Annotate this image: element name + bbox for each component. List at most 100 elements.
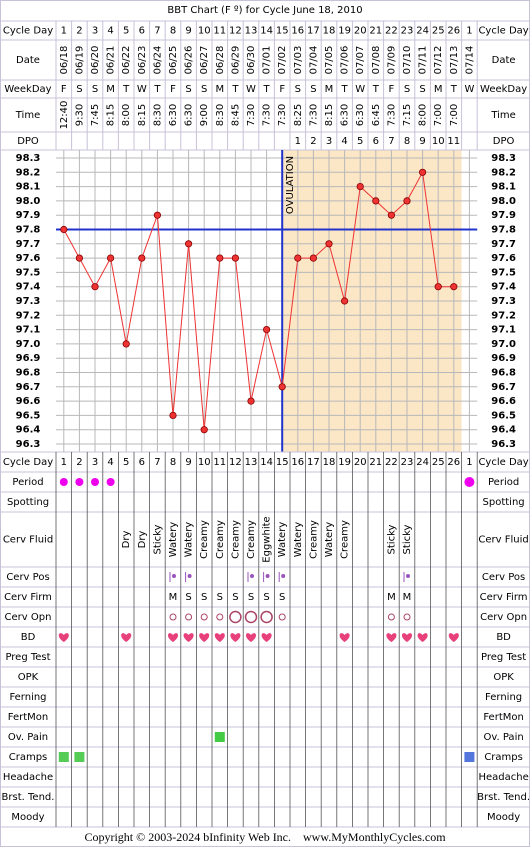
cycle-day: 23 xyxy=(401,457,414,468)
row-label: Ferning xyxy=(9,692,46,703)
cycle-day: 9 xyxy=(185,457,191,468)
y-tick-label: 97.7 xyxy=(491,239,516,250)
times: 6:30 xyxy=(340,104,351,126)
dates: 06/20 xyxy=(90,46,101,75)
cycle-days: 1 xyxy=(466,26,472,37)
temp-point xyxy=(325,240,333,248)
cycle-days: 25 xyxy=(432,26,445,37)
cell-text: M xyxy=(387,592,396,603)
weekdays: W xyxy=(464,84,474,95)
dates: 07/14 xyxy=(464,46,475,75)
period-dot xyxy=(464,477,475,487)
dpo: 3 xyxy=(326,136,332,147)
weekdays: M xyxy=(325,84,334,95)
dates: 07/03 xyxy=(293,46,304,75)
cycle-day: 14 xyxy=(260,457,273,468)
cycle-days: 10 xyxy=(198,26,211,37)
cerv-pos-dot xyxy=(406,574,410,578)
cell-text: Watery xyxy=(168,522,179,558)
cycle-days: 6 xyxy=(139,26,145,37)
weekdays: S xyxy=(185,84,191,95)
heart xyxy=(386,633,397,642)
row-label: Preg Test xyxy=(481,652,526,663)
dpo: 7 xyxy=(388,136,394,147)
dates: 07/07 xyxy=(355,46,366,75)
weekdays: M xyxy=(106,84,115,95)
row-label: WeekDay xyxy=(480,84,527,95)
cerv-opn-large xyxy=(260,610,273,624)
temp-point xyxy=(418,168,427,176)
row-label: Time xyxy=(15,110,40,121)
row-label: Spotting xyxy=(483,497,525,508)
cycle-day: 3 xyxy=(92,457,98,468)
cycle-days: 16 xyxy=(291,26,304,37)
ovulation-label: OVULATION xyxy=(285,156,296,214)
cycle-days: 9 xyxy=(185,26,191,37)
weekdays: W xyxy=(355,84,365,95)
times: 8:00 xyxy=(121,104,132,126)
cycle-days: 11 xyxy=(213,26,226,37)
cycle-days: 14 xyxy=(260,26,273,37)
cycle-day: 8 xyxy=(170,457,176,468)
y-tick-label: 97.7 xyxy=(16,239,41,250)
dates: 07/08 xyxy=(371,46,382,75)
y-tick-label: 98.2 xyxy=(491,167,516,178)
y-tick-label: 97.0 xyxy=(16,339,41,350)
times: 6:30 xyxy=(184,104,195,126)
temp-point xyxy=(107,254,115,262)
dates: 06/21 xyxy=(106,46,117,75)
cycle-day: 15 xyxy=(276,457,289,468)
y-tick-label: 97.5 xyxy=(16,267,41,278)
row-label: Cycle Day xyxy=(478,26,528,37)
cell-text: Dry xyxy=(121,531,132,549)
times: 7:00 xyxy=(433,104,444,126)
heart xyxy=(199,633,210,642)
row-label: Headache xyxy=(478,772,528,783)
cycle-days: 15 xyxy=(276,26,289,37)
cell-text: Creamy xyxy=(246,520,257,559)
dates: 07/11 xyxy=(418,46,429,75)
times: 6:30 xyxy=(355,104,366,126)
y-tick-label: 96.5 xyxy=(16,410,41,421)
cycle-days: 2 xyxy=(76,26,82,37)
row-label: Date xyxy=(492,55,516,66)
heart xyxy=(121,633,132,642)
cycle-days: 18 xyxy=(323,26,336,37)
period-dot xyxy=(106,478,115,486)
row-label: Preg Test xyxy=(5,652,50,663)
heart xyxy=(245,633,257,642)
symptom-square xyxy=(214,732,225,742)
cycle-days: 12 xyxy=(229,26,242,37)
weekdays: T xyxy=(372,84,380,95)
dates: 07/05 xyxy=(324,46,335,75)
y-tick-label: 97.9 xyxy=(16,210,41,221)
y-tick-label: 97.0 xyxy=(491,339,516,350)
weekdays: T xyxy=(341,84,349,95)
temp-point xyxy=(247,397,255,405)
y-tick-label: 98.3 xyxy=(491,153,516,164)
cycle-days: 8 xyxy=(170,26,176,37)
temp-point xyxy=(356,183,364,191)
y-tick-label: 97.1 xyxy=(16,325,41,336)
y-tick-label: 96.6 xyxy=(491,396,516,407)
heart xyxy=(339,633,350,642)
row-label: FertMon xyxy=(483,712,523,723)
dates: 07/13 xyxy=(449,46,460,75)
weekdays: W xyxy=(246,84,256,95)
cycle-day: 21 xyxy=(369,457,382,468)
weekdays: T xyxy=(153,84,161,95)
cell-text: Creamy xyxy=(215,520,226,559)
dates: 06/29 xyxy=(230,46,241,75)
cycle-day: 26 xyxy=(447,457,460,468)
times: 7:30 xyxy=(262,104,273,126)
row-label: Brst. Tend. xyxy=(477,792,530,803)
row-label: Moody xyxy=(11,812,44,823)
temp-point xyxy=(387,211,395,219)
dates: 07/06 xyxy=(340,46,351,75)
dates: 07/01 xyxy=(262,46,273,75)
dates: 07/02 xyxy=(277,46,288,75)
cerv-opn-small xyxy=(216,613,224,621)
row-label: Period xyxy=(12,477,43,488)
cycle-days: 26 xyxy=(447,26,460,37)
weekdays: T xyxy=(122,84,130,95)
